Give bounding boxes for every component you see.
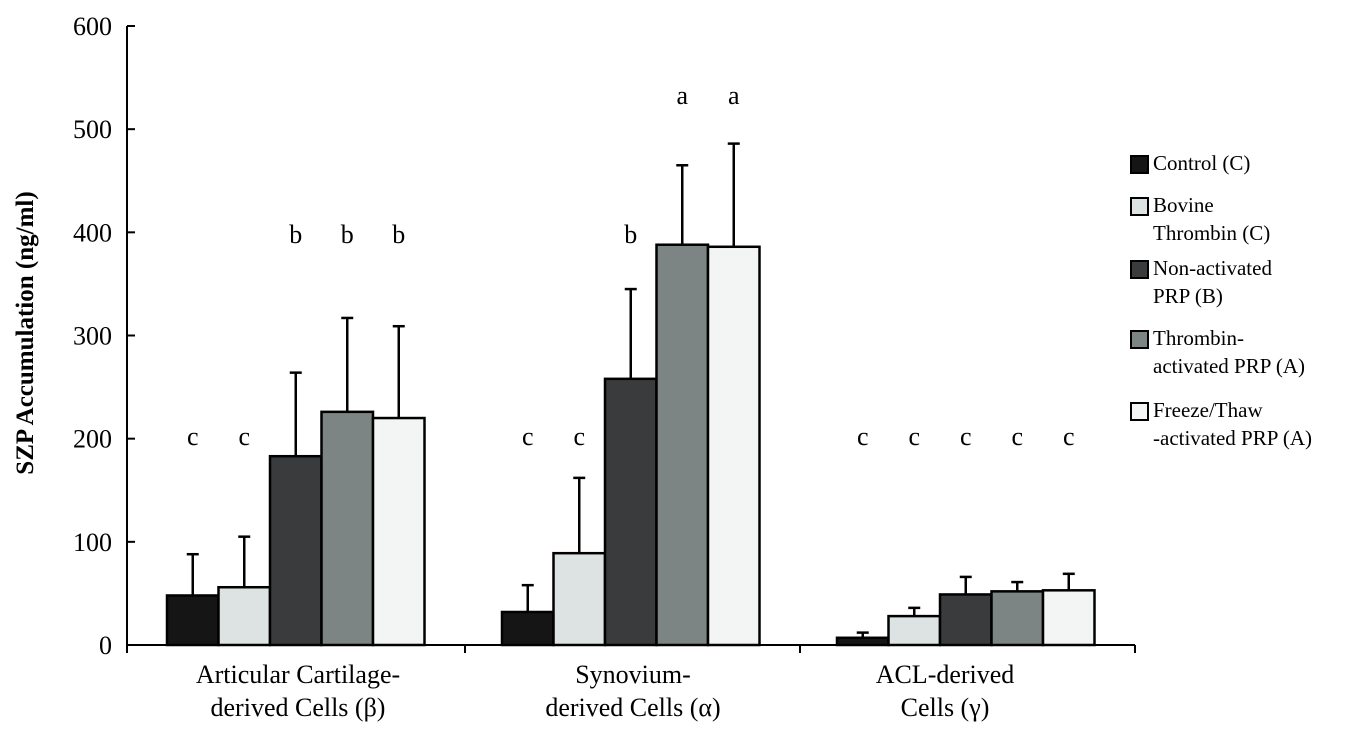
category-label: ACL-derived Cells (γ)	[876, 660, 1015, 722]
significance-letter: b	[392, 220, 405, 249]
legend-swatch	[1130, 402, 1149, 421]
y-axis-label: SZP Accumulation (ng/ml)	[12, 191, 39, 474]
bar	[552, 551, 607, 647]
significance-letter: c	[857, 422, 869, 451]
significance-letter: a	[676, 81, 688, 110]
bar	[990, 590, 1045, 647]
y-tick-label: 300	[73, 322, 112, 351]
error-bars	[186, 142, 1075, 638]
significance-letters: c c c c c c b b c b a c b a c	[187, 81, 1075, 451]
y-tick-label: 0	[99, 631, 112, 660]
legend: Control (C) Bovine Thrombin (C) Non-activat…	[1130, 151, 1312, 450]
significance-letter: b	[624, 220, 637, 249]
bar	[1041, 589, 1096, 647]
significance-letter: c	[187, 422, 199, 451]
legend-swatch	[1130, 330, 1149, 349]
legend-entry: Freeze/Thaw -activated PRP (A)	[1153, 398, 1312, 450]
bar	[655, 243, 710, 647]
significance-letter: c	[908, 422, 920, 451]
category-label: Synovium-derived Cells (α)	[545, 660, 720, 722]
bar	[500, 610, 555, 647]
bar	[938, 593, 993, 647]
significance-letter: a	[728, 81, 740, 110]
significance-letter: b	[341, 220, 354, 249]
legend-entry: Thrombin-activated PRP (A)	[1153, 326, 1305, 378]
category-labels: Articular Cartilage-derived Cells (β) Syn…	[196, 660, 1014, 722]
legend-entry: Bovine Thrombin (C)	[1153, 193, 1270, 245]
significance-letter: c	[1063, 422, 1075, 451]
legend-swatch	[1130, 260, 1149, 279]
y-tick-label: 100	[73, 528, 112, 557]
y-tick-label: 500	[73, 115, 112, 144]
bar	[603, 377, 658, 647]
significance-letter: c	[1011, 422, 1023, 451]
tick-labels: 0 100 200 300 400 500 600	[73, 12, 112, 660]
legend-swatch	[1130, 155, 1149, 174]
bar	[165, 594, 220, 647]
y-tick-label: 200	[73, 425, 112, 454]
bar	[268, 454, 323, 647]
y-tick-label: 600	[73, 12, 112, 41]
bar	[835, 636, 890, 647]
significance-letter: c	[960, 422, 972, 451]
bar	[371, 416, 426, 647]
bar	[320, 410, 375, 647]
bar	[887, 614, 942, 647]
y-tick-label: 400	[73, 218, 112, 247]
significance-letter: c	[522, 422, 534, 451]
significance-letter: c	[573, 422, 585, 451]
legend-swatch	[1130, 197, 1149, 216]
significance-letter: b	[289, 220, 302, 249]
category-label: Articular Cartilage-derived Cells (β)	[196, 660, 400, 722]
bar	[217, 585, 272, 647]
legend-entry: Non-activated PRP (B)	[1153, 256, 1272, 308]
legend-entry: Control (C)	[1153, 151, 1250, 175]
bar	[706, 245, 761, 647]
significance-letter: c	[238, 422, 250, 451]
